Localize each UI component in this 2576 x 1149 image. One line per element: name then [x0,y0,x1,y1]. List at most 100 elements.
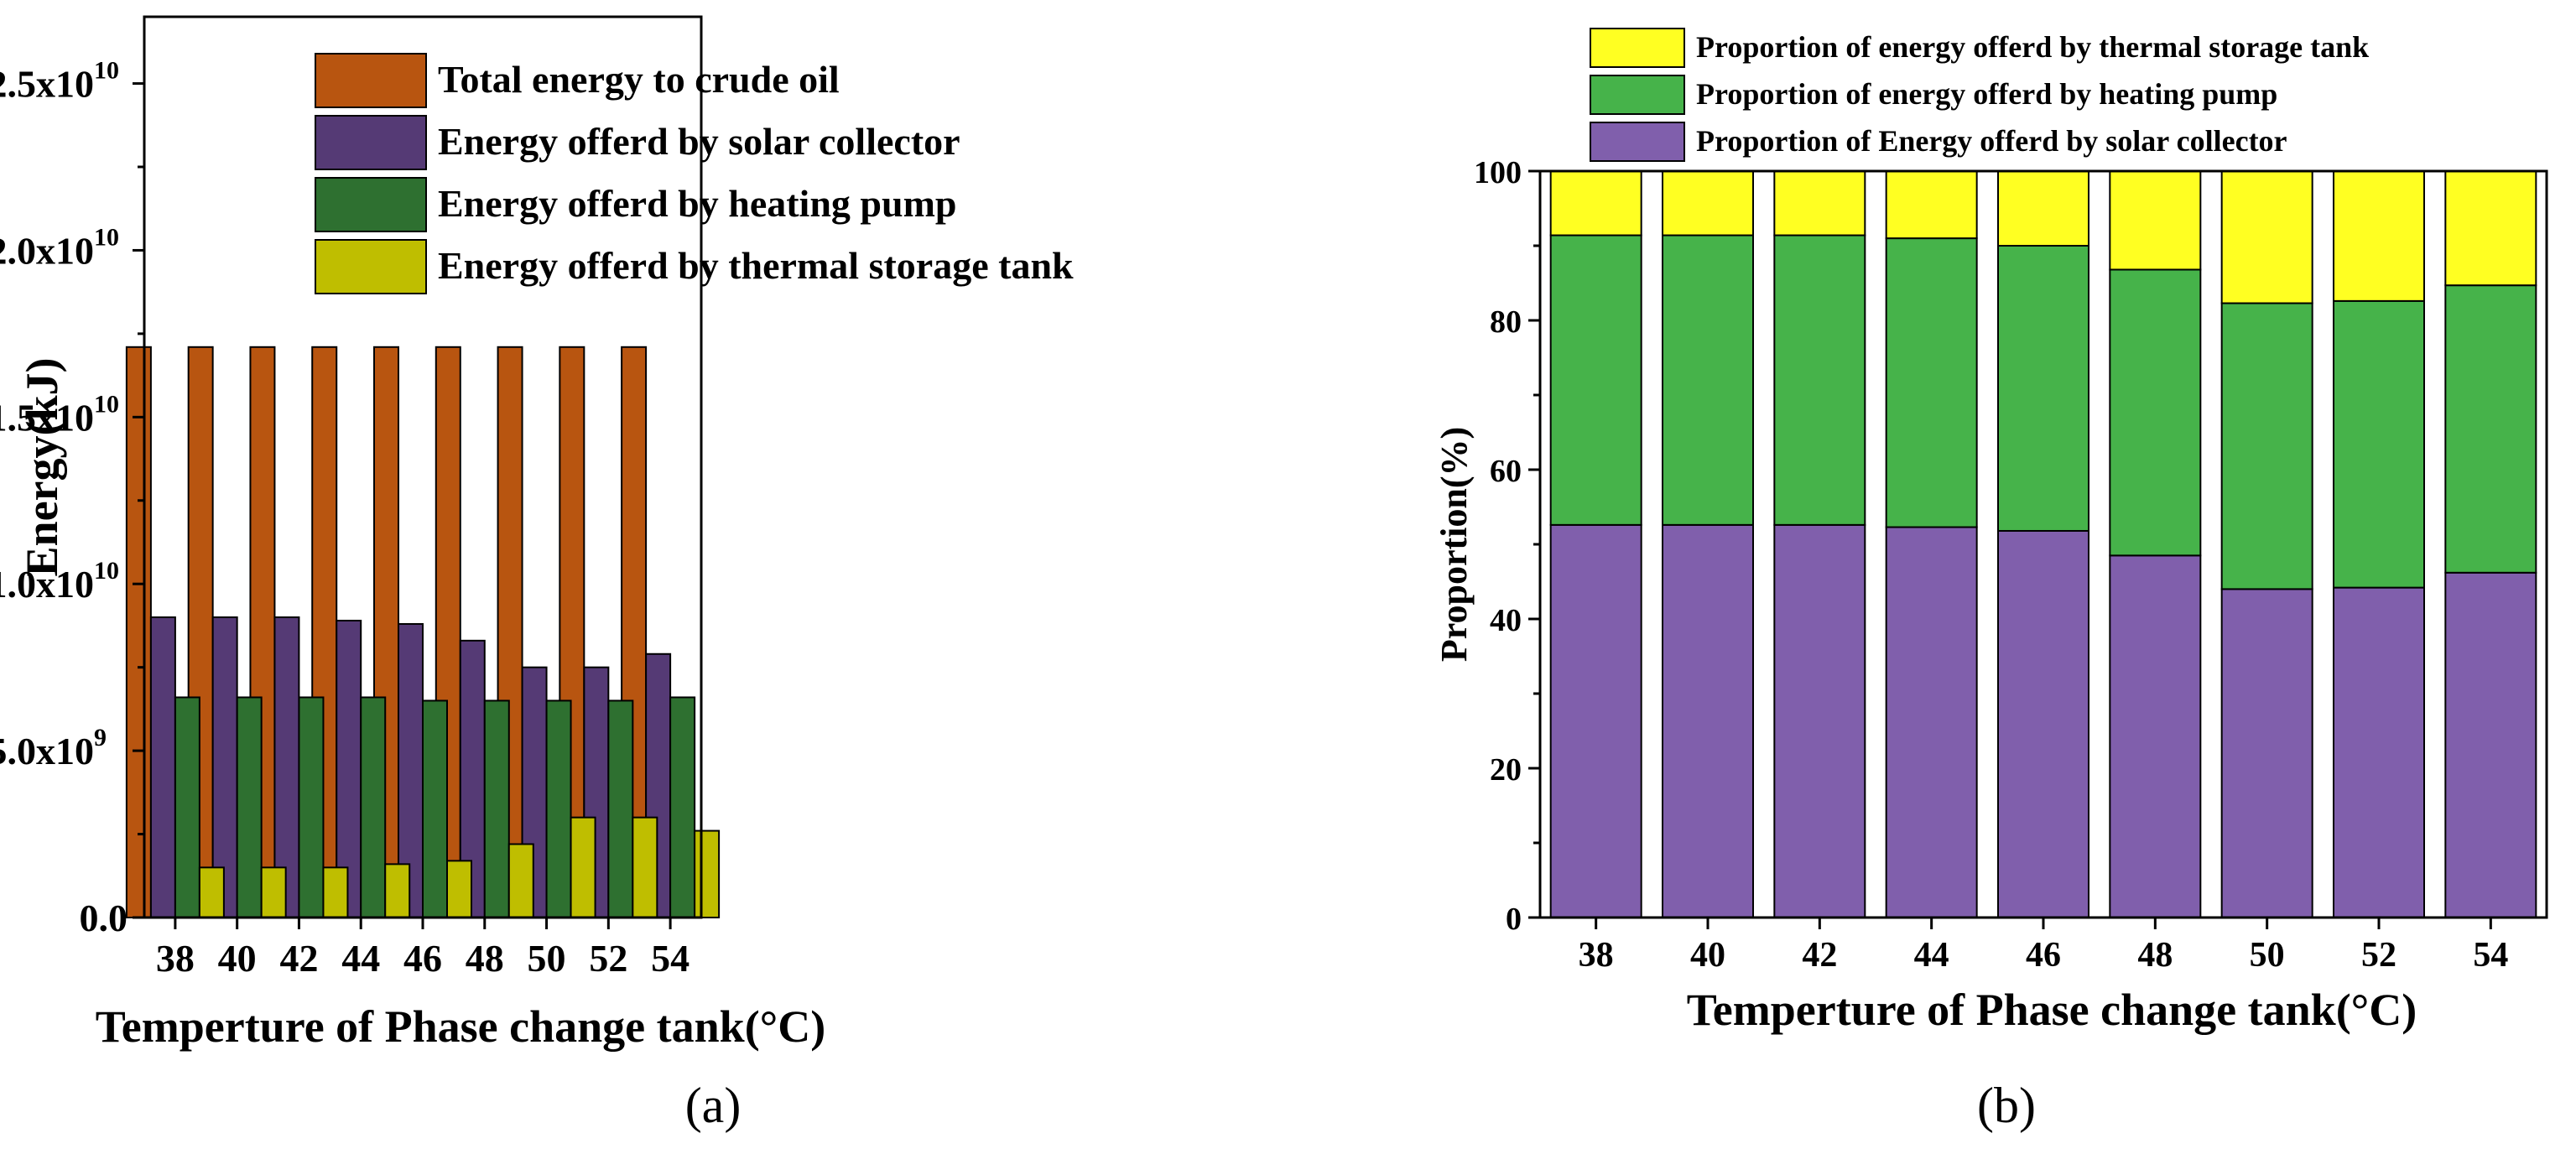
chart-b-y-axis-title: Proportion(%) [1434,427,1475,662]
chart-a-x-tick-label: 42 [279,937,318,980]
chart-a-legend-swatch [315,53,427,108]
chart-a-bar [322,866,349,919]
chart-a-y-tick-label: 2.0x10 [0,229,94,272]
chart-a: 0.05.0x1091.0x10101.5x10102.0x10102.5x10… [0,15,1074,1133]
chart-a-panel-label: (a) [685,1078,742,1133]
chart-a-legend-label: Energy offerd by heating pump [438,182,956,225]
chart-b-legend: Proportion of energy offerd by thermal s… [1590,28,2369,162]
chart-b-y-tick-label: 60 [1490,454,1522,489]
chart-b-bar-segment [1773,170,1866,237]
chart-a-y-tick-exponent: 10 [94,557,119,585]
chart-b-bar-segment [1997,529,2089,918]
chart-b-legend-label: Proportion of energy offerd by thermal s… [1696,30,2369,64]
chart-a-legend-label: Energy offerd by thermal storage tank [438,244,1074,287]
chart-b-x-axis-title: Temperture of Phase change tank(°C) [1687,985,2417,1035]
chart-a-bar [694,829,721,918]
chart-b-bar-segment [2220,588,2313,919]
chart-a-x-tick-label: 44 [341,937,380,980]
chart-a-bar [198,866,225,919]
chart-b-panel-label: (b) [1977,1078,2036,1133]
chart-a-x-tick-label: 54 [651,937,690,980]
chart-a-bar [125,346,152,918]
chart-b-legend-label: Proportion of Energy offerd by solar col… [1696,124,2287,158]
chart-a-legend: Total energy to crude oil Energy offerd b… [315,53,1074,294]
chart-a-y-tick-exponent: 9 [94,724,107,751]
chart-b-bar-segment [1549,234,1642,526]
chart-a-bar [570,816,596,919]
chart-a-x-tick-label: 50 [528,937,566,980]
chart-a-bar [260,866,287,919]
chart-a-y-tick-exponent: 10 [94,57,119,85]
chart-a-bars [125,346,721,919]
chart-a-legend-swatch [315,239,427,294]
chart-a-bar [298,696,325,918]
chart-b-bar-segment [2333,170,2425,302]
chart-b-y-tick-label: 20 [1490,752,1522,788]
chart-b-x-tick-label: 44 [1914,936,1949,975]
chart-a-bar [669,696,696,918]
chart-a-y-tick-label: 1.0x10 [0,563,94,606]
chart-a-x-tick-label: 52 [589,937,627,980]
chart-b-bar-segment [1885,170,1978,240]
chart-a-legend-swatch [315,115,427,170]
chart-a-bar [545,699,572,918]
chart-b-bar-segment [2333,299,2425,589]
chart-b-x-tick-label: 38 [1579,936,1614,975]
chart-a-legend-label: Energy offerd by solar collector [438,120,960,163]
chart-b-bar-segment [1997,170,2089,247]
chart-b-x-tick-label: 50 [2250,936,2285,975]
chart-a-y-tick-exponent: 10 [94,223,119,251]
chart-b-x-tick-label: 48 [2137,936,2173,975]
chart-b-bar-segment [2444,571,2537,918]
chart-b-bar-segment [2444,284,2537,574]
chart-b-bar-segment [1549,170,1642,237]
chart-b-axes: 0 20 40 60 80 100 38 40 42 44 46 48 50 52 54 [1474,155,2508,975]
chart-b-bars [1549,170,2537,919]
chart-b-y-tick-label: 80 [1490,304,1522,340]
chart-b-bar-segment [1997,245,2089,532]
chart-a-y-tick-label: 5.0x10 [0,730,94,772]
chart-b-bar-segment [2109,170,2202,271]
chart-a-bar [174,696,200,918]
chart-a-bar [384,863,411,919]
chart-b-bar-segment [2109,268,2202,557]
chart-a-bar [607,699,634,918]
chart-a-x-tick-label: 46 [403,937,442,980]
chart-b-bar-segment [1885,237,1978,528]
chart-b-bar-segment [1662,170,1754,237]
chart-a-bar [507,843,534,918]
chart-b-legend-swatch [1590,122,1685,162]
chart-a-bar [632,816,658,919]
chart-a-bar [236,696,263,918]
chart-b-bar-segment [2220,170,2313,304]
chart-a-x-tick-label: 48 [466,937,504,980]
chart-a-bar [422,699,448,918]
chart-b-y-tick-label: 0 [1506,902,1522,937]
chart-a-x-axis-title: Temperture of Phase change tank(°C) [96,1001,826,1052]
chart-b-bar-segment [1662,523,1754,918]
chart-a-y-tick-exponent: 10 [94,390,119,418]
chart-a-bar [149,616,176,918]
chart-b-legend-swatch [1590,28,1685,68]
chart-b-bar-segment [1549,523,1642,918]
chart-a-axes: 0.05.0x1091.0x10101.5x10102.0x10102.5x10… [0,57,690,980]
chart-b-bar-segment [1773,234,1866,526]
chart-b-bar-segment [2109,554,2202,918]
chart-a-bar [360,696,387,918]
chart-a-x-tick-label: 38 [156,937,195,980]
chart-b-legend-swatch [1590,75,1685,115]
chart-b-x-tick-label: 42 [1802,936,1837,975]
chart-a-bar [483,699,510,918]
chart-a-legend-label: Total energy to crude oil [438,58,840,101]
chart-b-legend-label: Proportion of energy offerd by heating p… [1696,77,2277,111]
chart-a-legend-swatch [315,177,427,232]
chart-b-bar-segment [1773,523,1866,918]
chart-b-bar-segment [2444,170,2537,287]
chart-a-y-tick-label: 1.5x10 [0,396,94,439]
chart-b-bar-segment [1662,234,1754,526]
chart-b-x-tick-label: 46 [2026,936,2061,975]
chart-b-y-tick-label: 100 [1474,155,1522,190]
chart-b-bar-segment [1885,526,1978,919]
chart-b: 0 20 40 60 80 100 38 40 42 44 46 48 50 52 54 Proportio… [1434,28,2548,1133]
